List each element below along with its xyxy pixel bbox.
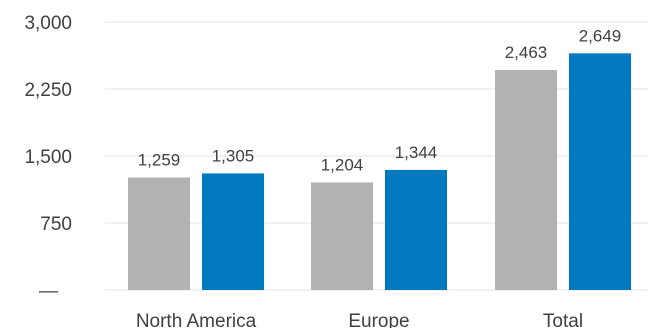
data-labels: 1,259 1,305 1,204 1,344 2,463 2,649 [138,26,622,174]
bars [128,53,631,290]
y-axis-ticks: — 750 1,500 2,250 3,000 [24,13,72,302]
y-tick-label: 750 [40,214,72,235]
x-tick-label: Total [543,311,583,328]
gridlines [105,21,648,291]
bar-europe-series-2 [385,169,447,290]
y-tick-label: 2,250 [24,80,72,101]
data-label: 1,344 [395,143,438,162]
bar-europe-series-1 [311,182,373,290]
bar-north-america-series-1 [128,177,190,290]
x-tick-label: Europe [348,311,409,328]
y-tick-label: — [39,281,58,302]
x-axis-ticks: North America Europe Total [136,311,583,328]
bar-total-series-1 [495,69,557,290]
y-tick-label: 3,000 [24,13,72,34]
data-label: 1,259 [138,151,181,170]
data-label: 1,305 [212,146,255,165]
data-label: 2,649 [579,26,622,45]
bar-north-america-series-2 [202,173,264,290]
data-label: 1,204 [321,155,364,174]
y-tick-label: 1,500 [24,147,72,168]
x-tick-label: North America [136,311,257,328]
bar-total-series-2 [569,53,631,290]
data-label: 2,463 [505,43,548,62]
